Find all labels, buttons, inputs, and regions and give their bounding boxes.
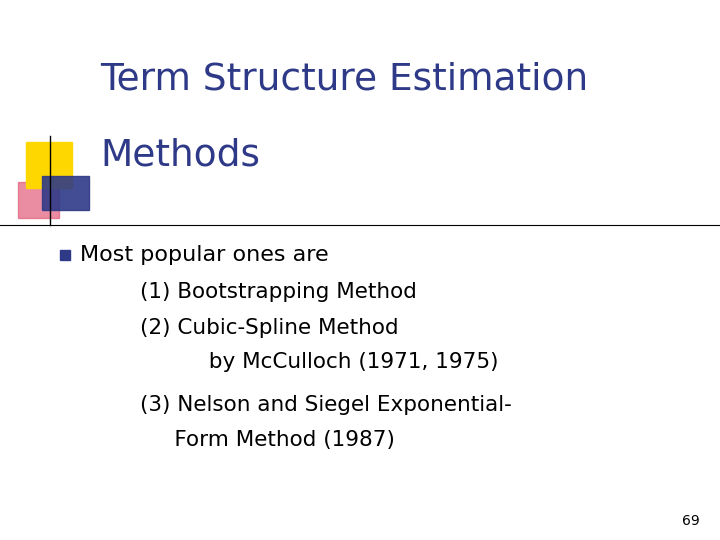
- Text: (3) Nelson and Siegel Exponential-: (3) Nelson and Siegel Exponential-: [140, 395, 512, 415]
- Text: Most popular ones are: Most popular ones are: [80, 245, 328, 265]
- Text: (2) Cubic-Spline Method: (2) Cubic-Spline Method: [140, 318, 399, 338]
- Text: (1) Bootstrapping Method: (1) Bootstrapping Method: [140, 282, 417, 302]
- Text: Methods: Methods: [100, 137, 260, 173]
- Text: 69: 69: [683, 514, 700, 528]
- Text: Form Method (1987): Form Method (1987): [140, 430, 395, 450]
- Bar: [42, 176, 89, 210]
- Bar: [60, 250, 70, 260]
- Bar: [26, 141, 73, 188]
- Bar: [18, 182, 58, 218]
- Text: by McCulloch (1971, 1975): by McCulloch (1971, 1975): [140, 352, 498, 372]
- Text: Term Structure Estimation: Term Structure Estimation: [100, 62, 588, 98]
